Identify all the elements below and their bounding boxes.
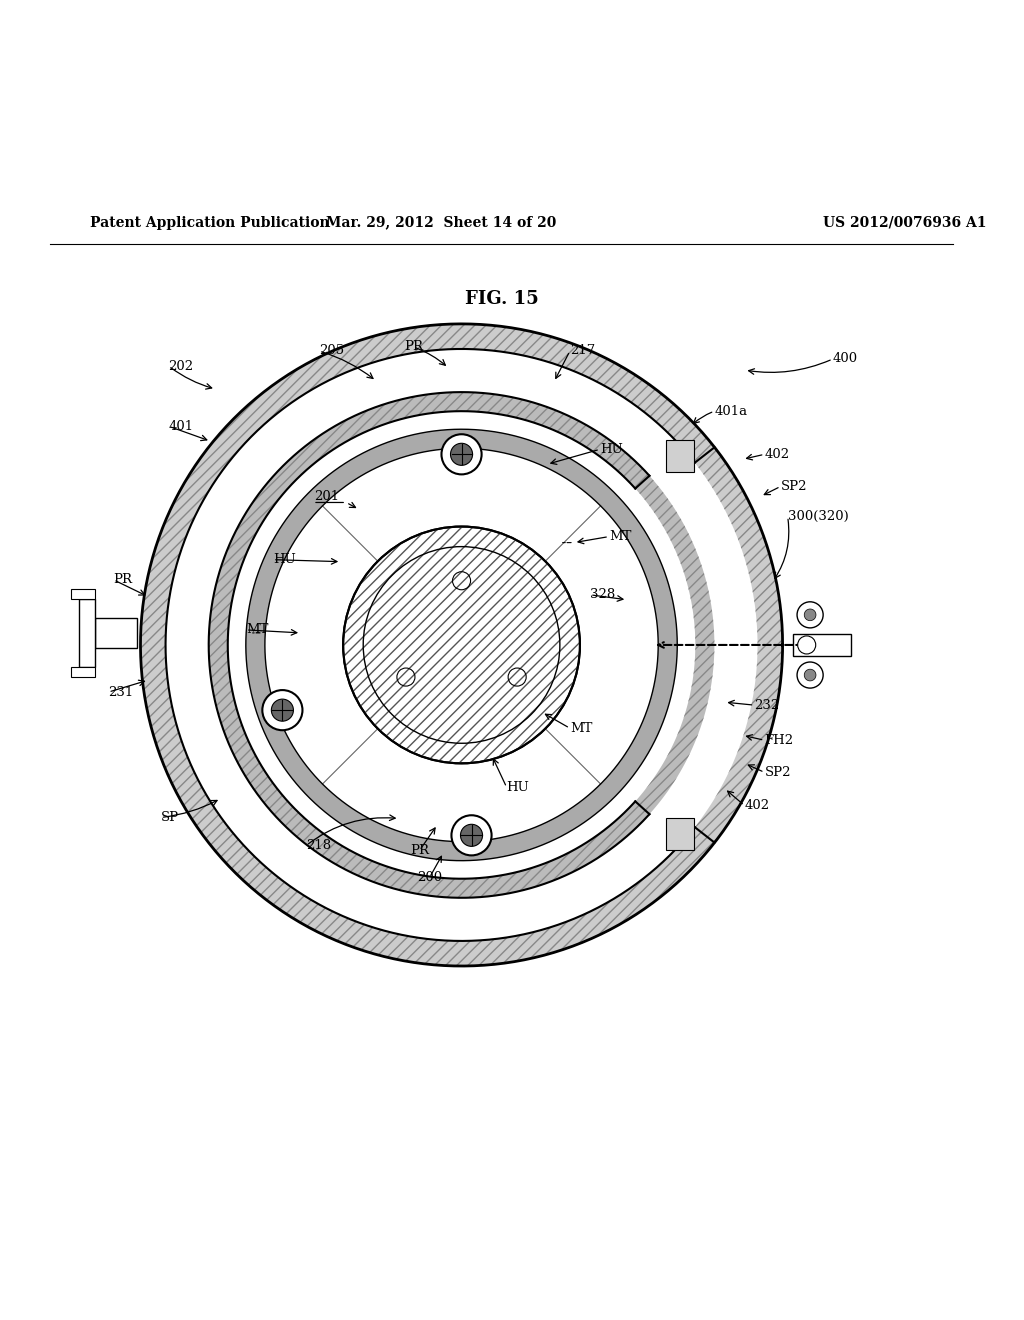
Text: 201: 201 (314, 490, 339, 503)
Text: HU: HU (273, 553, 296, 566)
Circle shape (804, 609, 816, 620)
Circle shape (804, 669, 816, 681)
Text: 401a: 401a (715, 405, 748, 417)
Text: 217: 217 (570, 345, 595, 358)
Text: 232: 232 (755, 698, 779, 711)
Circle shape (451, 444, 473, 466)
Bar (79, 599, 95, 667)
Text: 218: 218 (306, 840, 331, 853)
Text: Patent Application Publication: Patent Application Publication (90, 215, 330, 230)
Circle shape (461, 824, 482, 846)
Text: PR: PR (410, 843, 429, 857)
Polygon shape (667, 440, 694, 471)
Text: HU: HU (600, 442, 623, 455)
Circle shape (797, 663, 823, 688)
Text: US 2012/0076936 A1: US 2012/0076936 A1 (822, 215, 986, 230)
Text: 402: 402 (765, 447, 790, 461)
Text: 200: 200 (417, 871, 442, 884)
Text: 328: 328 (590, 589, 615, 602)
Text: 202: 202 (169, 359, 194, 372)
Text: 401: 401 (169, 420, 194, 433)
Bar (72, 667, 95, 677)
Text: MT: MT (609, 531, 632, 543)
Circle shape (262, 690, 302, 730)
Text: Mar. 29, 2012  Sheet 14 of 20: Mar. 29, 2012 Sheet 14 of 20 (327, 215, 557, 230)
Polygon shape (246, 429, 677, 861)
Text: 231: 231 (109, 685, 133, 698)
Circle shape (441, 434, 481, 474)
Text: PR: PR (403, 341, 423, 354)
Text: 300(320): 300(320) (787, 510, 848, 523)
Text: SP2: SP2 (765, 766, 792, 779)
Text: 400: 400 (833, 352, 858, 366)
Bar (793, 634, 851, 656)
Text: 205: 205 (319, 345, 344, 358)
Text: 402: 402 (744, 799, 770, 812)
Polygon shape (667, 818, 694, 850)
Circle shape (798, 636, 816, 653)
Text: MT: MT (570, 722, 592, 735)
Bar (95, 618, 137, 648)
Text: HU: HU (507, 781, 529, 793)
Circle shape (343, 527, 580, 763)
Text: SP2: SP2 (780, 480, 807, 492)
Text: FH2: FH2 (765, 734, 794, 747)
Text: MT: MT (246, 623, 268, 636)
Polygon shape (209, 392, 715, 898)
Polygon shape (140, 323, 782, 966)
Text: PR: PR (114, 573, 132, 586)
Text: SP: SP (161, 810, 178, 824)
Circle shape (271, 700, 294, 721)
Circle shape (797, 602, 823, 628)
Bar (72, 589, 95, 599)
Text: FIG. 15: FIG. 15 (465, 290, 539, 308)
Circle shape (452, 816, 492, 855)
